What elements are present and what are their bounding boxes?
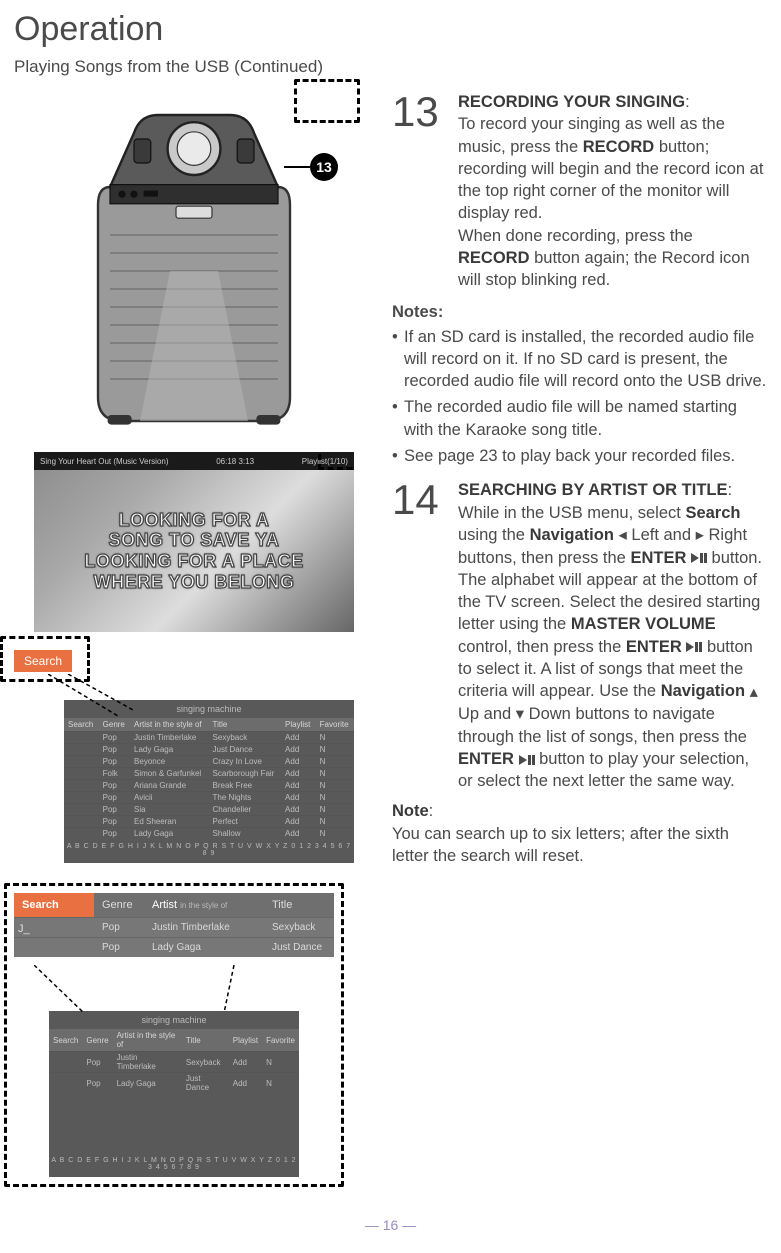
zoom-line-icon xyxy=(34,965,254,1025)
step-number: 13 xyxy=(392,91,448,291)
lyric-line: SONG TO SAVE YA xyxy=(109,530,280,551)
right-arrow-icon: ▸ xyxy=(696,524,704,546)
search-table: Search Genre Artist in the style of Titl… xyxy=(64,718,354,839)
lyric-line: LOOKING FOR A xyxy=(119,510,270,531)
speaker-svg xyxy=(74,91,314,427)
lyrics-playlist: Playlist(1/10) xyxy=(302,457,348,466)
col-artist: Artist in the style of xyxy=(130,718,209,732)
up-arrow-icon: ▴ xyxy=(750,681,758,703)
band-col-genre: Genre xyxy=(94,893,144,917)
note-item: If an SD card is installed, the recorded… xyxy=(392,326,767,393)
note-body: You can search up to six letters; after … xyxy=(392,823,767,868)
step-title: SEARCHING BY ARTIST OR TITLE xyxy=(458,481,728,499)
alphabet-row: A B C D E F G H I J K L M N O P Q R S T … xyxy=(64,839,354,863)
search-table-small: SearchGenre Artist in the style ofTitle … xyxy=(49,1029,299,1093)
callout-badge-13: 13 xyxy=(310,153,338,181)
play-pause-icon xyxy=(691,553,707,563)
lyrics-time: 06:18 3:13 xyxy=(216,457,254,466)
step-14: 14 SEARCHING BY ARTIST OR TITLE: While i… xyxy=(392,479,767,792)
play-pause-icon xyxy=(519,755,535,765)
lyrics-song-title: Sing Your Heart Out (Music Version) xyxy=(40,457,169,466)
col-title: Title xyxy=(209,718,282,732)
lyrics-screenshot: Sing Your Heart Out (Music Version) 06:1… xyxy=(34,452,354,632)
col-playlist: Playlist xyxy=(281,718,316,732)
instructions-column: 13 RECORDING YOUR SINGING: To record you… xyxy=(392,91,767,1187)
alphabet-row: A B C D E F G H I J K L M N O P Q R S T … xyxy=(49,1153,299,1177)
left-arrow-icon: ◂ xyxy=(619,524,627,546)
step-title: RECORDING YOUR SINGING xyxy=(458,93,685,111)
notes-label: Notes: xyxy=(392,301,767,323)
page-number: — 16 — xyxy=(14,1217,767,1233)
search-button[interactable]: Search xyxy=(14,650,72,672)
search-screenshot-2: Search Genre Artist in the style of Titl… xyxy=(14,893,334,1177)
play-pause-icon xyxy=(686,642,702,652)
note-label: Note: xyxy=(392,800,767,822)
page-title: Operation xyxy=(14,10,767,49)
step-number: 14 xyxy=(392,479,448,792)
note-item: The recorded audio file will be named st… xyxy=(392,396,767,441)
zoom-line-icon xyxy=(48,674,138,724)
lyric-line: WHERE YOU BELONG xyxy=(94,572,295,593)
band-col-artist: Artist in the style of xyxy=(144,893,264,917)
speaker-illustration: 13 xyxy=(74,91,314,432)
page-subtitle: Playing Songs from the USB (Continued) xyxy=(14,57,767,77)
step-13: 13 RECORDING YOUR SINGING: To record you… xyxy=(392,91,767,291)
band-prefix: J_ xyxy=(18,923,30,935)
col-favorite: Favorite xyxy=(316,718,354,732)
band-search-cell: Search xyxy=(14,893,94,917)
down-arrow-icon: ▾ xyxy=(516,703,524,725)
notes-list: If an SD card is installed, the recorded… xyxy=(392,326,767,468)
note-item: See page 23 to play back your recorded f… xyxy=(392,445,767,467)
illustration-column: 13 Sing Your Heart Out (Music Version) 0… xyxy=(14,91,374,1187)
search-screenshot-1: Search singing machine Search Genre Arti… xyxy=(14,650,354,863)
lyric-line: LOOKING FOR A PLACE xyxy=(84,551,303,572)
band-col-title: Title xyxy=(264,893,334,917)
